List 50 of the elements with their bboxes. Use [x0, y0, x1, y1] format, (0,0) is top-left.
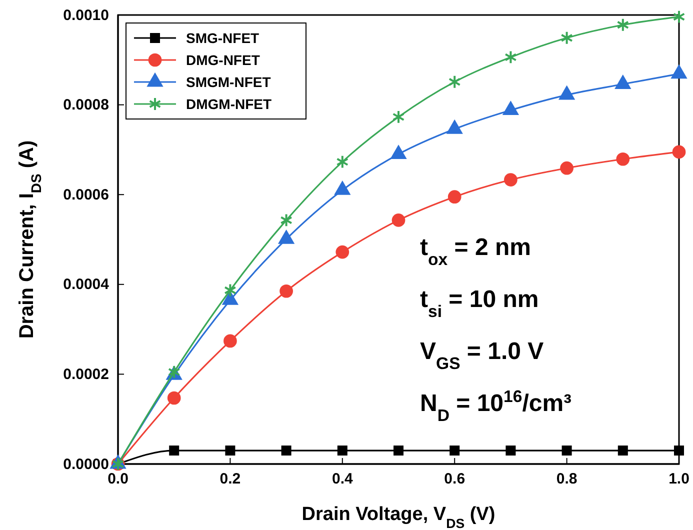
y-tick-label: 0.0004: [63, 276, 110, 294]
point: [672, 10, 686, 24]
legend-label: DMG-NFET: [186, 52, 260, 68]
point: [618, 446, 628, 456]
point: [392, 110, 405, 124]
x-tick-label: 1.0: [668, 470, 690, 488]
point: [450, 446, 460, 456]
x-tick-label: 0.4: [332, 470, 354, 488]
point: [506, 446, 516, 456]
point: [224, 334, 237, 348]
annotation: t$_{ox}$ = 2 nm: [420, 234, 531, 268]
x-tick-label: 0.6: [444, 470, 466, 488]
point: [616, 18, 630, 32]
point: [394, 446, 404, 456]
x-tick-label: 0.8: [556, 470, 578, 488]
point: [674, 446, 684, 456]
point: [225, 446, 236, 456]
point: [336, 245, 350, 259]
annotation: t$_{si}$ = 10 nm: [420, 286, 539, 320]
point: [560, 161, 574, 175]
point: [281, 446, 292, 456]
point: [392, 214, 406, 227]
y-tick-label: 0.0008: [63, 96, 109, 114]
y-tick-label: 0.0010: [63, 6, 109, 24]
x-tick-label: 0.2: [220, 470, 241, 488]
point: [504, 50, 517, 64]
legend-label: DMGM-NFET: [186, 96, 272, 112]
point: [448, 190, 462, 204]
annotation: N$_{D}$ = 10$^{16}$/cm³: [420, 386, 572, 424]
y-tick-label: 0.0002: [63, 366, 109, 383]
point: [448, 74, 461, 89]
point: [562, 446, 572, 456]
y-tick-label: 0.0000: [63, 456, 109, 473]
point: [169, 446, 180, 456]
annotation: V$_{GS}$ = 1.0 V: [420, 338, 544, 372]
y-tick-label: 0.0006: [63, 186, 109, 204]
point: [280, 213, 292, 228]
x-axis-title: Drain Voltage, V$_{DS}$ (V): [302, 504, 496, 530]
point: [280, 284, 293, 298]
legend-label: SMGM-NFET: [186, 74, 272, 90]
point: [672, 145, 686, 159]
point: [616, 152, 630, 166]
legend-label: SMG-NFET: [186, 30, 260, 46]
point: [560, 30, 573, 45]
x-tick-label: 0.0: [108, 470, 128, 488]
point: [336, 154, 349, 169]
point: [167, 391, 181, 405]
point: [504, 173, 518, 186]
point: [337, 446, 348, 456]
point: [224, 283, 236, 298]
